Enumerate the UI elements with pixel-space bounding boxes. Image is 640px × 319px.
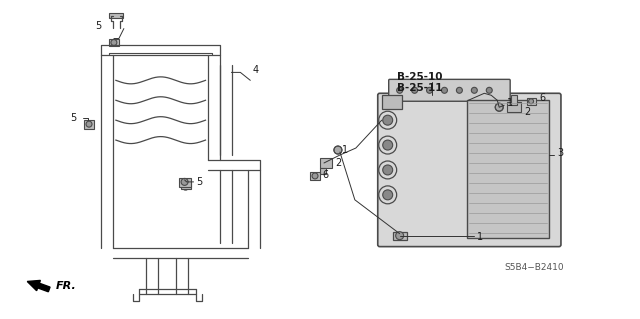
Text: 1: 1 <box>342 145 348 155</box>
Bar <box>84 120 94 129</box>
Circle shape <box>312 173 318 179</box>
Circle shape <box>471 87 477 93</box>
Circle shape <box>412 87 417 93</box>
Bar <box>511 95 517 105</box>
Bar <box>320 158 332 168</box>
Text: 1: 1 <box>477 232 483 242</box>
Circle shape <box>383 165 393 175</box>
Text: 6: 6 <box>539 93 545 103</box>
Bar <box>467 100 549 238</box>
Circle shape <box>181 178 188 185</box>
Circle shape <box>383 140 393 150</box>
Bar <box>381 95 402 109</box>
Bar <box>109 39 119 47</box>
Text: 6: 6 <box>322 170 328 180</box>
FancyBboxPatch shape <box>378 93 561 247</box>
Text: 2: 2 <box>524 107 531 117</box>
Bar <box>109 13 123 18</box>
Text: B-25-11: B-25-11 <box>397 83 442 93</box>
Text: B-25-10: B-25-10 <box>397 72 442 82</box>
Text: 5: 5 <box>196 177 203 187</box>
Circle shape <box>486 87 492 93</box>
Bar <box>179 178 191 187</box>
Text: 3: 3 <box>557 148 563 158</box>
Bar <box>393 232 406 240</box>
Circle shape <box>86 121 92 127</box>
Text: 5: 5 <box>95 21 101 31</box>
Circle shape <box>426 87 433 93</box>
Bar <box>180 182 191 189</box>
Text: S5B4−B2410: S5B4−B2410 <box>504 263 564 272</box>
Text: 1: 1 <box>507 98 513 108</box>
Circle shape <box>396 232 404 240</box>
Circle shape <box>383 115 393 125</box>
Text: 4: 4 <box>252 65 259 75</box>
Circle shape <box>495 103 503 111</box>
Circle shape <box>529 99 534 104</box>
Circle shape <box>383 190 393 200</box>
FancyBboxPatch shape <box>388 79 510 101</box>
Bar <box>527 98 536 105</box>
FancyArrow shape <box>28 280 50 292</box>
Circle shape <box>397 87 403 93</box>
Circle shape <box>111 40 117 46</box>
Bar <box>320 168 326 174</box>
Bar <box>507 102 521 112</box>
Circle shape <box>442 87 447 93</box>
Text: FR.: FR. <box>56 281 77 292</box>
Bar <box>310 172 320 180</box>
Text: 2: 2 <box>335 158 341 168</box>
Circle shape <box>180 180 191 190</box>
Circle shape <box>456 87 462 93</box>
Text: 5: 5 <box>70 113 76 123</box>
Circle shape <box>334 146 342 154</box>
